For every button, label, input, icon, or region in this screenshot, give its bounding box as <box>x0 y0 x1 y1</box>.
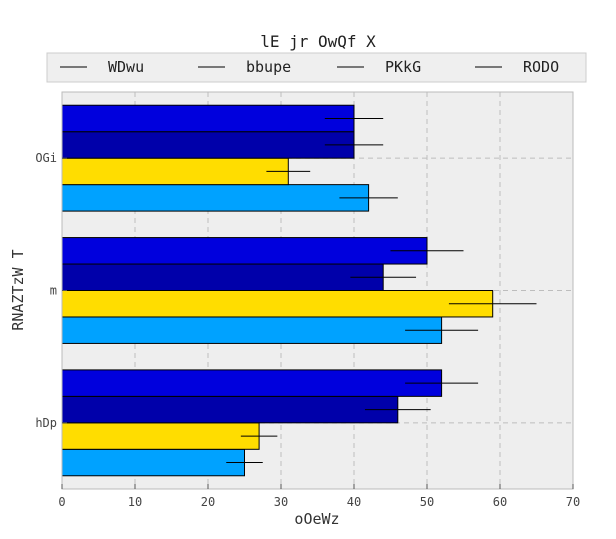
y-tick-label: OGi <box>35 151 57 165</box>
x-tick-label: 70 <box>566 495 580 509</box>
y-axis-label: RNAZTzW T <box>9 249 27 330</box>
x-tick-label: 40 <box>347 495 361 509</box>
legend-label: WDwu <box>108 58 144 76</box>
x-axis-label: oOeWz <box>294 510 339 528</box>
legend-label: PKkG <box>385 58 421 76</box>
chart-title: lE jr OwQf X <box>260 32 376 51</box>
x-tick-label: 10 <box>128 495 142 509</box>
bar-bbupe-m <box>61 290 494 318</box>
y-tick-label: m <box>50 284 57 298</box>
bar-PKkG-m <box>61 263 384 291</box>
bar-RODO-OGi <box>61 104 355 133</box>
bar-PKkG-OGi <box>61 131 355 159</box>
legend: WDwu bbupe PKkG RODO <box>46 52 587 83</box>
x-tick-label: 0 <box>58 495 65 509</box>
bar-WDwu-OGi <box>61 184 370 212</box>
y-tick-label: hDp <box>35 416 57 430</box>
bar-PKkG-hDp <box>61 395 399 424</box>
x-tick-label: 30 <box>274 495 288 509</box>
bar-bbupe-hDp <box>61 422 260 450</box>
x-tick-label: 60 <box>493 495 507 509</box>
bar-RODO-m <box>61 237 428 265</box>
bar-RODO-hDp <box>61 369 443 397</box>
legend-label: RODO <box>523 58 559 76</box>
legend-label: bbupe <box>246 58 291 76</box>
x-tick-label: 50 <box>420 495 434 509</box>
bar-WDwu-hDp <box>61 448 245 477</box>
x-tick-label: 20 <box>201 495 215 509</box>
bar-WDwu-m <box>61 316 443 344</box>
bar-bbupe-OGi <box>61 157 289 186</box>
